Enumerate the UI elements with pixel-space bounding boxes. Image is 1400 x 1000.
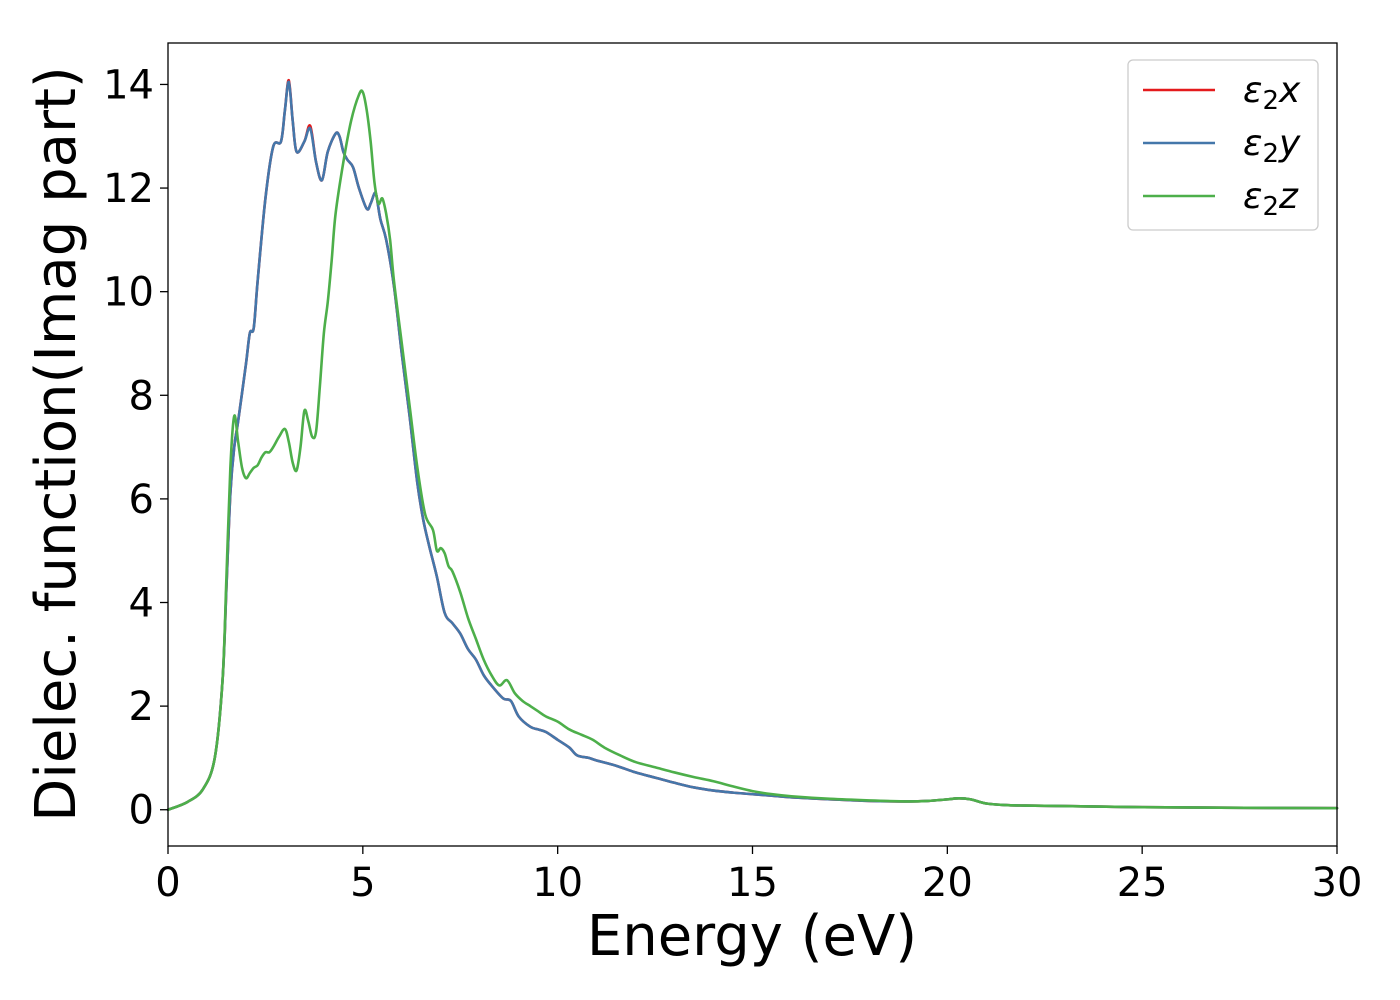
y-tick-label: 10 (103, 270, 154, 316)
x-axis-label: Energy (eV) (587, 904, 917, 969)
x-tick-label: 5 (350, 860, 375, 906)
legend-items: ε2x ε2y ε2z (1143, 70, 1301, 222)
series-line-eps2z (166, 89, 1339, 812)
x-tick-label: 30 (1312, 860, 1363, 906)
x-tick-label: 15 (727, 860, 778, 906)
legend-label-eps2x: ε2x (1243, 70, 1301, 116)
legend-frame (1127, 59, 1319, 231)
series-layer (166, 78, 1339, 812)
x-tick-label: 20 (922, 860, 973, 906)
legend-label-eps2z: ε2z (1243, 176, 1299, 222)
x-axis-ticks: 0 5 10 15 20 25 30 (155, 846, 1362, 906)
x-tick-label: 25 (1117, 860, 1168, 906)
x-tick-label: 10 (532, 860, 583, 906)
y-axis-ticks: 0 2 4 6 8 10 12 14 (103, 62, 168, 834)
y-tick-label: 0 (129, 788, 154, 834)
legend: ε2x ε2y ε2z (1127, 59, 1319, 231)
y-tick-label: 2 (129, 684, 154, 730)
y-tick-label: 14 (103, 62, 154, 108)
y-tick-label: 8 (129, 373, 154, 419)
y-axis-label: Dielec. function(Imag part) (24, 66, 89, 822)
y-tick-label: 6 (129, 477, 154, 523)
y-tick-label: 12 (103, 166, 154, 212)
y-tick-label: 4 (129, 581, 154, 627)
legend-label-eps2y: ε2y (1243, 123, 1301, 169)
x-tick-label: 0 (155, 860, 180, 906)
